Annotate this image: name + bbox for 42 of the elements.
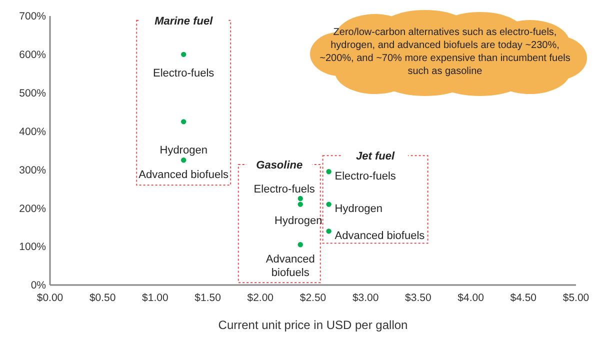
y-tick-label: 600% xyxy=(19,49,46,62)
x-tick-label: $4.00 xyxy=(458,292,484,304)
point xyxy=(326,169,332,174)
point xyxy=(298,242,303,248)
x-tick-label: $0.00 xyxy=(36,292,64,304)
text: Gasoline xyxy=(256,160,303,172)
annotation: Hydrogen xyxy=(160,144,208,157)
y-tick-label: 100% xyxy=(19,241,46,254)
y-tick-label: 0% xyxy=(30,280,46,292)
x-tick-label: $3.00 xyxy=(352,292,379,304)
point xyxy=(298,196,303,202)
annotation: Zero/low-carbon alternatives such as electro-fuels, hydrogen, and advanced biofuels are today ~230%, ~200%, and ~70% more expensive than incumbent fuels such as gasoline xyxy=(320,27,570,78)
annotation: Advanced biofuels xyxy=(138,168,230,181)
x-tick-label: $3.50 xyxy=(405,292,432,304)
x-tick-label: $4.50 xyxy=(510,292,537,304)
point xyxy=(298,202,303,207)
point xyxy=(181,158,186,163)
x-tick-label: $1.50 xyxy=(194,292,222,304)
point xyxy=(181,52,186,58)
x-tick-label: $5.00 xyxy=(562,292,590,304)
annotation: Electro-fuels xyxy=(153,67,215,80)
point xyxy=(181,119,186,124)
x-tick-label: $0.50 xyxy=(89,292,116,304)
x-tick-label: $1.00 xyxy=(142,292,168,304)
x-tick-label: $2.00 xyxy=(247,292,274,304)
text: Jet fuel xyxy=(356,150,396,163)
annotation: Hydrogen xyxy=(274,215,322,228)
y-tick-label: 400% xyxy=(19,126,46,138)
y-tick-label: 700% xyxy=(19,10,46,23)
annotation: Electro-fuels xyxy=(334,170,396,182)
point xyxy=(326,202,332,207)
x-tick-label: $2.50 xyxy=(300,292,326,304)
point xyxy=(326,228,332,234)
text: Marine fuel xyxy=(154,15,214,28)
annotation: Advanced biofuels xyxy=(266,254,315,279)
y-tick-label: 200% xyxy=(19,202,46,215)
annotation: Hydrogen xyxy=(334,203,382,216)
y-tick-label: 500% xyxy=(19,88,46,100)
annotation: Advanced biofuels xyxy=(334,230,426,242)
annotation: Electro-fuels xyxy=(254,183,316,196)
y-tick-label: 300% xyxy=(19,164,46,176)
x-axis-title: Current unit price in USD per gallon xyxy=(218,318,408,332)
